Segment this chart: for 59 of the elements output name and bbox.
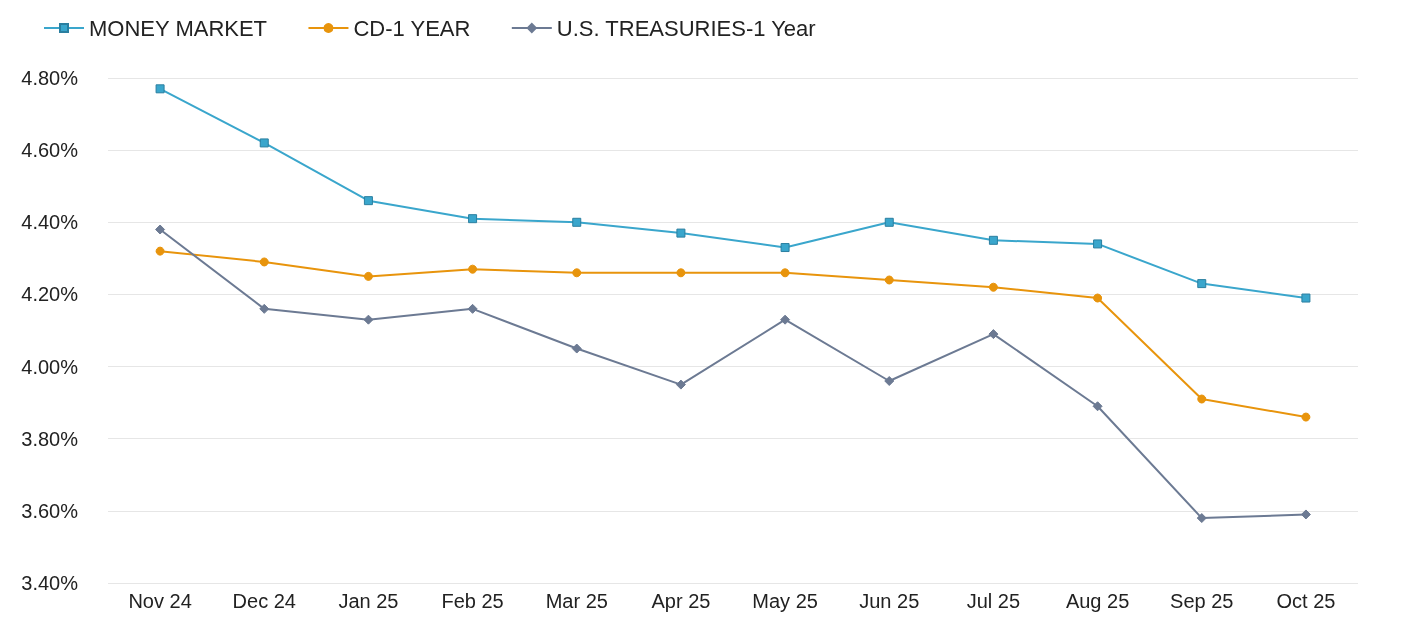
point — [467, 303, 478, 314]
y-tick-label: 3.40% — [21, 572, 79, 594]
point — [780, 243, 790, 253]
x-tick-label: Jan 25 — [338, 590, 399, 612]
point — [468, 264, 478, 274]
point — [363, 314, 374, 325]
point — [572, 268, 582, 278]
point — [1197, 394, 1207, 404]
y-tick-label: 3.80% — [21, 427, 79, 450]
x-tick-label: Mar 25 — [545, 590, 608, 612]
y-tick-label: 4.00% — [21, 355, 79, 378]
x-tick-label: Aug 25 — [1065, 590, 1130, 612]
point — [155, 84, 165, 94]
legend-label: CD-1 YEAR — [353, 15, 471, 41]
point — [884, 217, 894, 227]
x-tick-label: Nov 24 — [128, 590, 192, 612]
point — [155, 224, 166, 235]
x-tick-label: Apr 25 — [651, 590, 711, 612]
point — [259, 303, 270, 314]
y-tick-label: 4.40% — [21, 211, 79, 234]
y-tick-label: 4.80% — [21, 67, 79, 89]
point — [988, 282, 998, 292]
legend-label: U.S. TREASURIES-1 Year — [556, 15, 816, 41]
point — [1301, 293, 1311, 303]
point — [1093, 239, 1103, 249]
x-tick-label: Jul 25 — [966, 590, 1021, 612]
point — [988, 329, 999, 340]
x-tick-label: Dec 24 — [232, 590, 296, 612]
point — [1301, 412, 1311, 422]
point — [988, 235, 998, 245]
point — [571, 343, 582, 354]
y-tick-label: 4.60% — [21, 139, 79, 162]
point — [676, 268, 686, 278]
point — [884, 275, 894, 285]
legend-label: MONEY MARKET — [89, 15, 268, 41]
point — [1196, 513, 1207, 524]
point — [675, 379, 686, 390]
point — [1093, 293, 1103, 303]
point — [572, 217, 582, 227]
point — [363, 271, 373, 281]
point — [155, 246, 165, 256]
y-tick-label: 4.20% — [21, 283, 79, 306]
point — [468, 214, 478, 224]
x-tick-label: Feb 25 — [441, 590, 504, 612]
x-tick-label: Oct 25 — [1276, 590, 1336, 612]
point — [1300, 509, 1311, 520]
x-tick-label: Jun 25 — [859, 590, 920, 612]
point — [259, 138, 269, 148]
x-tick-label: May 25 — [752, 590, 818, 612]
point — [363, 196, 373, 206]
x-tick-label: Sep 25 — [1170, 590, 1234, 612]
y-tick-label: 3.60% — [21, 499, 79, 522]
point — [259, 257, 269, 267]
point — [1197, 279, 1207, 289]
point — [780, 268, 790, 278]
point — [1092, 401, 1103, 412]
point — [676, 228, 686, 238]
point — [884, 376, 895, 386]
point — [780, 314, 791, 325]
